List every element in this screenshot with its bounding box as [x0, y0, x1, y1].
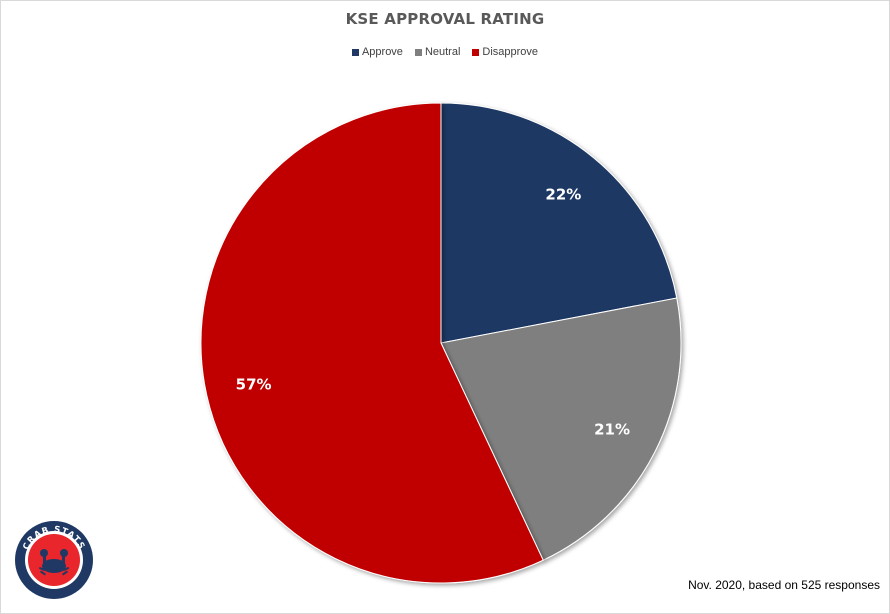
- crab-stats-logo: CRAB STATS: [15, 521, 93, 599]
- pie-slice-neutral: [440, 297, 682, 561]
- legend-label-approve: Approve: [361, 46, 403, 58]
- footnote: Nov. 2020, based on 525 responses: [688, 578, 880, 592]
- data-label-disapprove: 57%: [236, 375, 272, 393]
- pie-slice-approve: [440, 102, 678, 344]
- legend-label-disapprove: Disapprove: [482, 46, 539, 58]
- pie-slice-disapprove: [200, 102, 544, 584]
- legend-item-approve: Approve: [351, 46, 403, 58]
- data-label-neutral: 21%: [594, 421, 630, 439]
- legend-swatch-disapprove: [472, 48, 480, 56]
- legend-item-neutral: Neutral: [414, 46, 461, 58]
- data-label-approve: 22%: [545, 186, 581, 204]
- legend-item-disapprove: Disapprove: [472, 46, 538, 58]
- crab-icon: [38, 549, 70, 576]
- chart-title: KSE APPROVAL RATING: [345, 10, 545, 28]
- legend-swatch-approve: [351, 48, 359, 56]
- legend-label-neutral: Neutral: [424, 46, 461, 58]
- legend-swatch-neutral: [414, 48, 422, 56]
- chart-legend: Approve Neutral Disapprove: [0, 46, 890, 58]
